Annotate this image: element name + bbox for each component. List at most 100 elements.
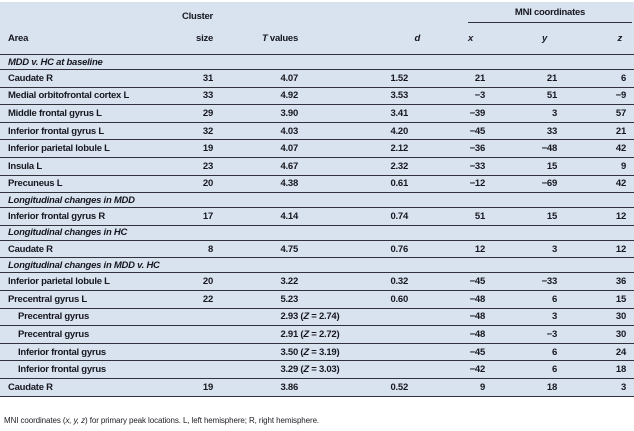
cell-area: Insula L: [8, 160, 42, 172]
cell-t-value: 3.86: [213, 382, 299, 393]
table-row: Middle frontal gyrus L 29 3.90 3.41 −39 3 57: [0, 105, 634, 123]
section-label: Longitudinal changes in MDD v. HC: [8, 259, 160, 271]
z-score-suffix: (Z = 3.03): [298, 364, 340, 376]
cell-cluster-size: 31: [202, 72, 213, 84]
cell-d: 2.12: [390, 143, 409, 155]
cell-mni-z: 24: [615, 346, 626, 358]
cell-cluster-size: 20: [202, 178, 213, 190]
cell-mni-x: −48: [469, 293, 486, 305]
cell-area: Precentral gyrus L: [8, 293, 87, 305]
cell-area: Inferior frontal gyrus: [18, 364, 106, 376]
cell-t-value: 3.50 (Z = 3.19): [213, 346, 340, 358]
table-row: Caudate R 31 4.07 1.52 21 21 6: [0, 70, 634, 88]
cell-mni-y: 6: [551, 364, 557, 376]
cell-area: Inferior parietal lobule L: [8, 143, 110, 155]
table-row: Caudate R 8 4.75 0.76 12 3 12: [0, 241, 634, 259]
cell-t-value: 2.93 (Z = 2.74): [213, 311, 340, 323]
cell-area: Inferior frontal gyrus: [18, 346, 106, 358]
t-value-number: 2.93: [280, 311, 299, 323]
cell-mni-x: −48: [469, 328, 486, 340]
z-symbol: Z: [303, 364, 309, 376]
table-footnote: MNI coordinates (x, y, z) for primary pe…: [4, 416, 320, 425]
header-x: x: [467, 33, 473, 44]
t-value-number: 3.50: [280, 346, 299, 358]
cell-cluster-size: 17: [202, 210, 213, 222]
cell-mni-z: 21: [615, 125, 626, 137]
table-row: Inferior parietal lobule L 19 4.07 2.12 −36 −…: [0, 140, 634, 158]
cell-d: 3.53: [390, 90, 409, 102]
header-z: z: [617, 33, 623, 44]
table-row: Precentral gyrus 2.91 (Z = 2.72) −48 −3 30: [0, 326, 634, 344]
header-area: Area: [8, 33, 29, 44]
section-label: Longitudinal changes in MDD: [8, 194, 135, 206]
cell-cluster-size: 32: [202, 125, 213, 137]
t-value-number: 4.38: [280, 178, 299, 190]
cell-mni-y: −33: [541, 276, 558, 288]
section-label: Longitudinal changes in HC: [8, 227, 128, 239]
table-row: Inferior frontal gyrus 3.50 (Z = 3.19) −45…: [0, 344, 634, 362]
cell-d: 4.20: [390, 125, 409, 137]
cell-t-value: 4.07: [213, 143, 299, 155]
cell-d: 0.61: [390, 178, 409, 190]
section-label: MDD v. HC at baseline: [8, 56, 103, 68]
header-line-1: Cluster: [0, 11, 634, 22]
cell-area: Precentral gyrus: [18, 328, 89, 340]
cell-cluster-size: 8: [207, 243, 213, 255]
cell-area: Precuneus L: [8, 178, 63, 190]
cell-mni-x: 51: [474, 210, 485, 222]
cell-mni-y: 51: [546, 90, 557, 102]
t-value-number: 2.91: [280, 328, 299, 340]
cell-t-value: 2.91 (Z = 2.72): [213, 328, 340, 340]
cell-mni-y: 15: [546, 160, 557, 172]
cell-mni-z: 30: [615, 328, 626, 340]
cell-mni-y: 6: [551, 346, 557, 358]
cell-cluster-size: 29: [202, 107, 213, 119]
cell-area: Inferior parietal lobule L: [8, 276, 110, 288]
cell-cluster-size: 19: [202, 381, 213, 393]
table-row: Medial orbitofrontal cortex L 33 4.92 3.53 −…: [0, 88, 634, 106]
t-value-number: 4.07: [280, 143, 299, 155]
cell-mni-x: −39: [469, 107, 486, 119]
cell-mni-x: −42: [469, 364, 486, 376]
cell-area: Inferior frontal gyrus R: [8, 210, 105, 222]
cell-mni-z: 42: [615, 178, 626, 190]
cell-mni-x: −45: [469, 346, 486, 358]
table-row: Precentral gyrus 2.93 (Z = 2.74) −48 3 30: [0, 309, 634, 327]
cell-area: Middle frontal gyrus L: [8, 107, 102, 119]
header-cluster-line1: Cluster: [182, 11, 213, 22]
cell-mni-z: 12: [615, 243, 626, 255]
cell-t-value: 5.23: [213, 294, 299, 305]
cell-t-value: 3.22: [213, 276, 299, 287]
cell-mni-z: 42: [615, 143, 626, 155]
cell-d: 3.41: [390, 107, 409, 119]
cell-mni-x: −12: [469, 178, 486, 190]
cell-t-value: 4.75: [213, 243, 299, 255]
cell-mni-x: −36: [469, 143, 486, 155]
table-row: Precentral gyrus L 22 5.23 0.60 −48 6 15: [0, 291, 634, 309]
table-body: MDD v. HC at baseline Caudate R 31 4.07 1.52…: [0, 55, 634, 397]
header-d: d: [414, 33, 420, 44]
cell-cluster-size: 33: [202, 90, 213, 102]
table-row: Precuneus L 20 4.38 0.61 −12 −69 42: [0, 176, 634, 194]
cell-mni-y: 21: [546, 72, 557, 84]
cell-mni-z: 12: [615, 210, 626, 222]
cell-cluster-size: 19: [202, 143, 213, 155]
t-value-number: 4.92: [280, 90, 299, 102]
z-symbol: Z: [303, 346, 309, 358]
cell-mni-x: −45: [469, 276, 486, 288]
cell-cluster-size: 23: [202, 160, 213, 172]
cell-mni-x: −33: [469, 160, 486, 172]
z-score-suffix: (Z = 3.19): [298, 346, 340, 358]
cell-t-value: 4.67: [213, 161, 299, 172]
t-value-number: 4.75: [280, 243, 299, 255]
z-score-suffix: (Z = 2.74): [298, 311, 340, 323]
cell-mni-x: −3: [474, 90, 486, 102]
table-row: Inferior frontal gyrus L 32 4.03 4.20 −45 33 2…: [0, 123, 634, 141]
header-spacer: [0, 11, 148, 22]
cell-area: Caudate R: [8, 72, 53, 84]
section-header-row: MDD v. HC at baseline: [0, 55, 634, 70]
cell-mni-z: 6: [620, 72, 626, 84]
cell-mni-x: 12: [474, 243, 485, 255]
cell-cluster-size: 22: [202, 293, 213, 305]
